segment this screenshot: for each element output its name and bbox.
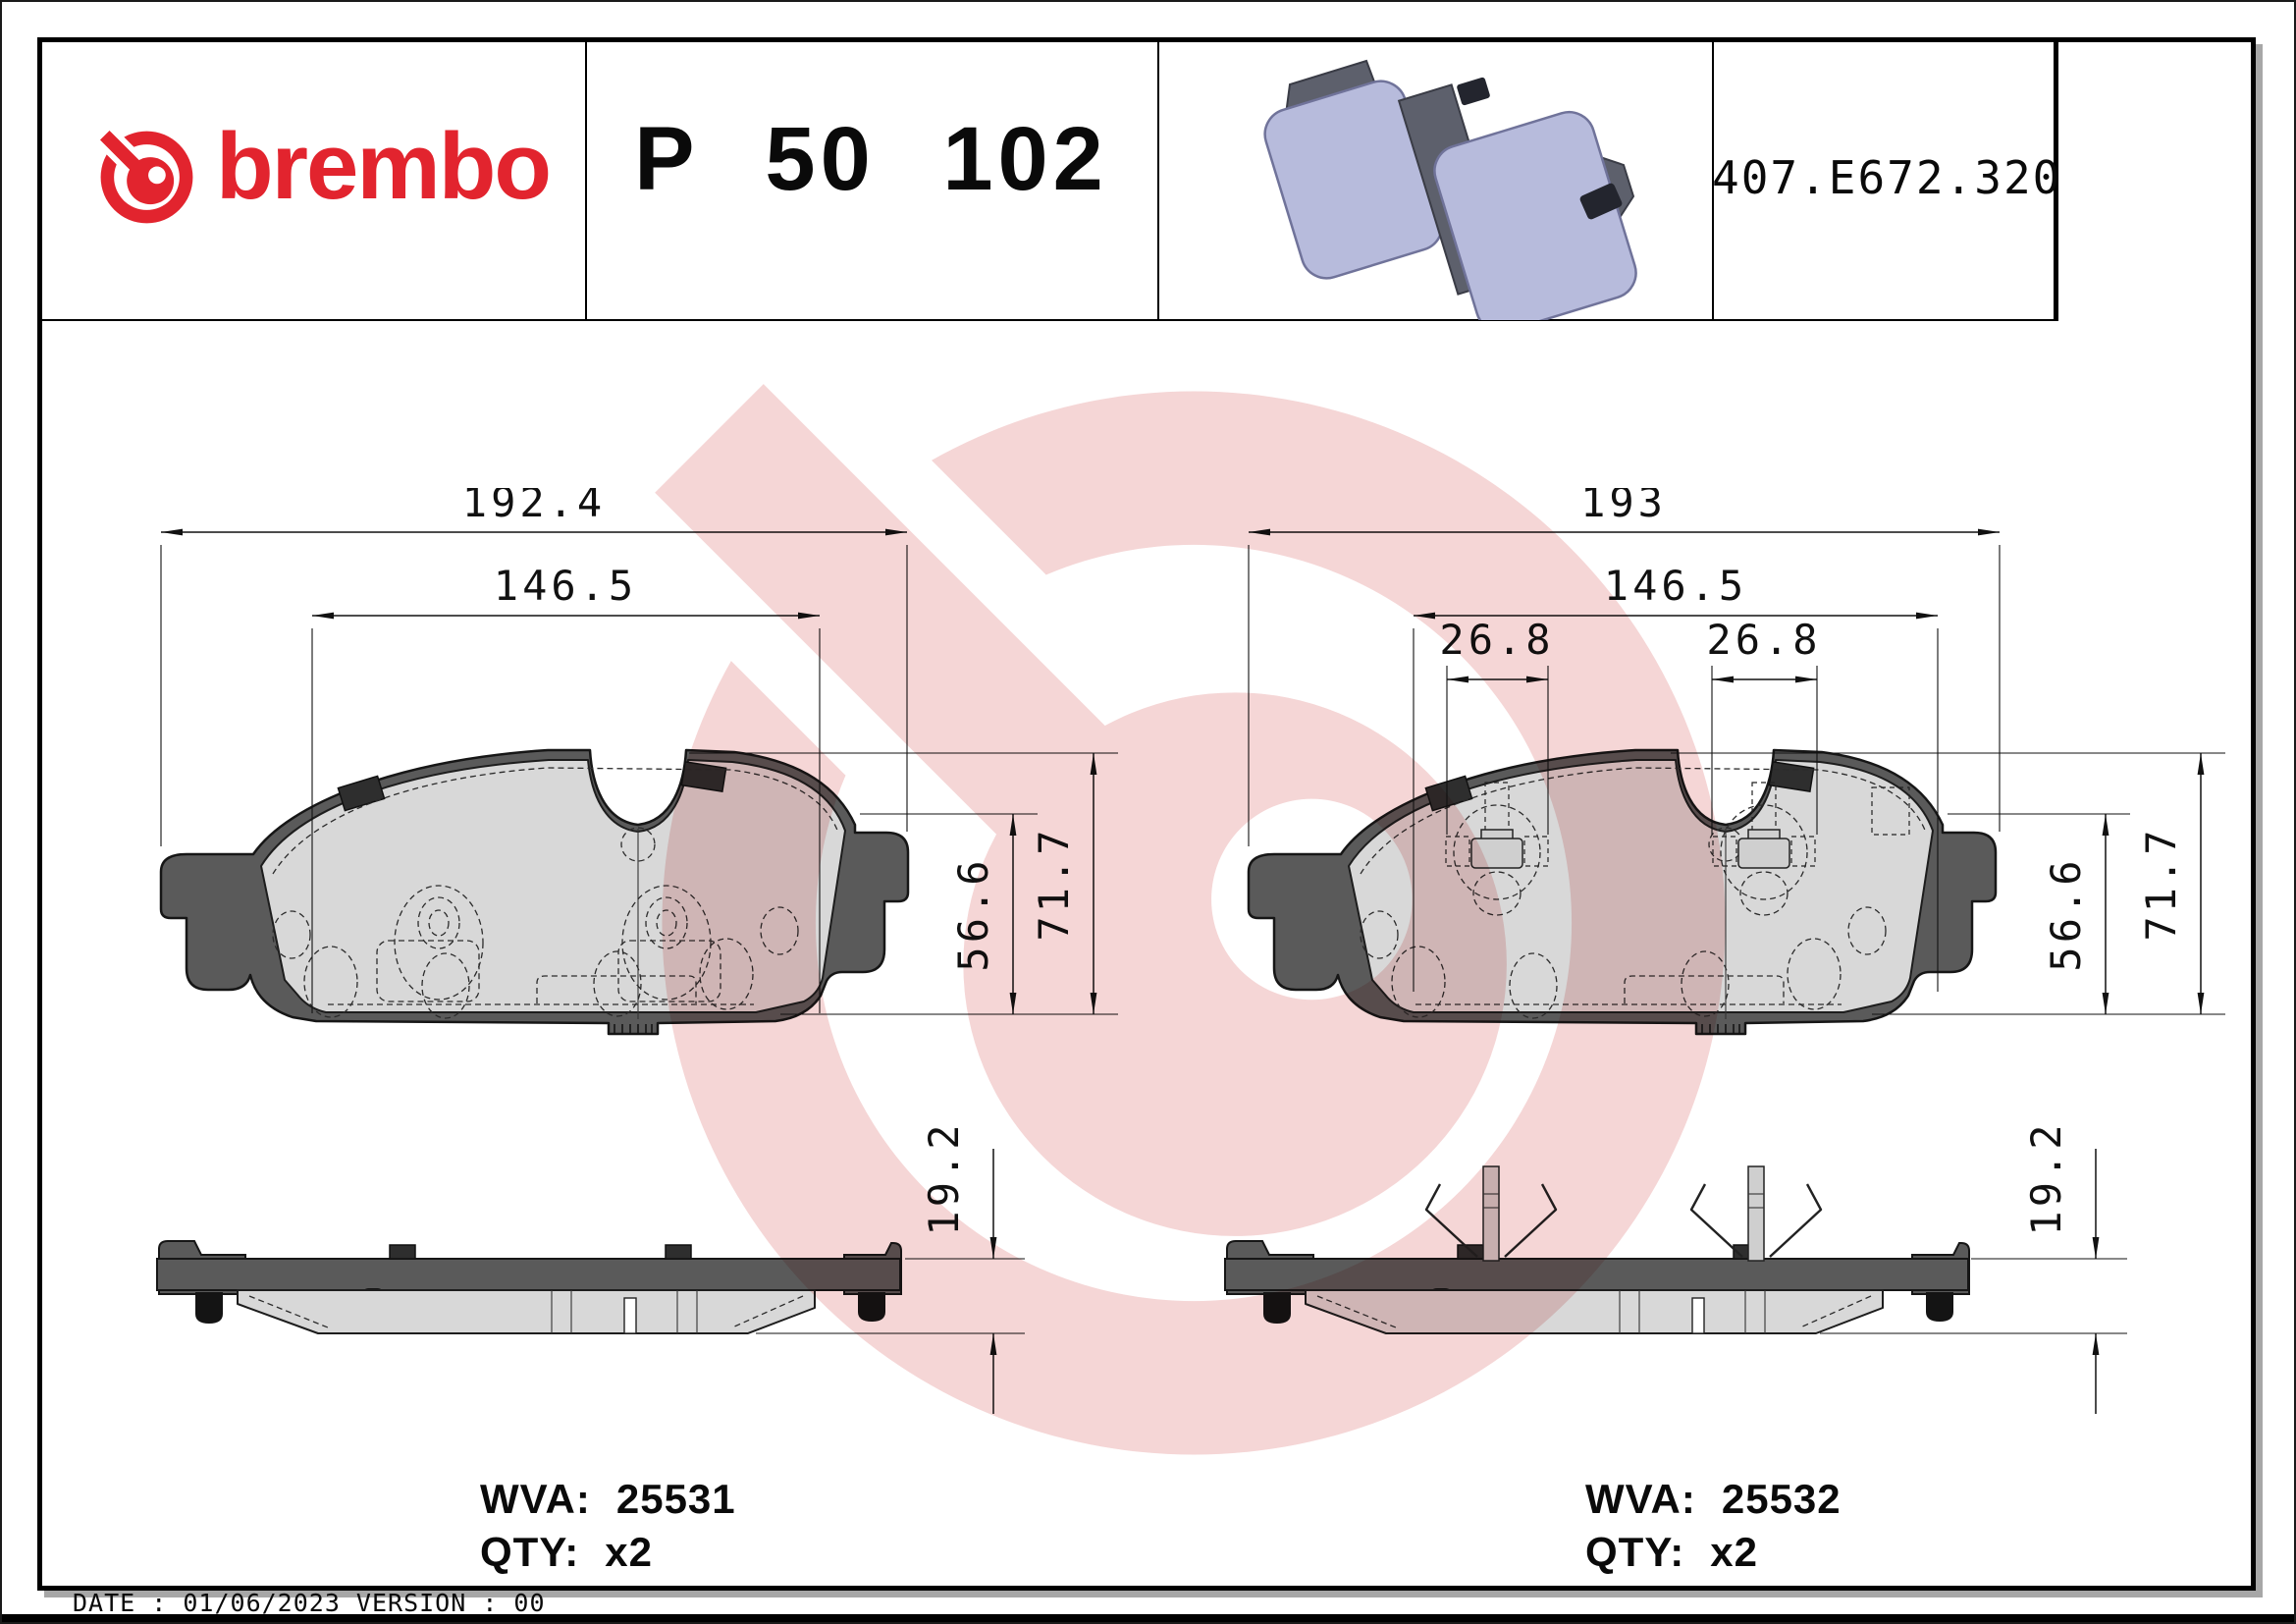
header-divider-3: [1712, 42, 1714, 319]
dim-label: 26.8: [1439, 616, 1554, 664]
dim-label: 56.6: [949, 856, 997, 971]
dim-label: 26.8: [1706, 616, 1821, 664]
dim-label: 71.7: [1030, 826, 1078, 941]
wva-label: WVA:: [480, 1476, 591, 1522]
header-divider-2: [1157, 42, 1159, 319]
qty-value: x2: [1710, 1529, 1758, 1575]
right-pad-reference: WVA: 25532 QTY: x2: [1585, 1473, 1842, 1579]
brake-pad-photo: [1263, 59, 1637, 320]
technical-drawings: 192.4 146.5 71.7 56.6 19.2: [156, 488, 2225, 1414]
dim-label: 19.2: [2022, 1120, 2070, 1235]
content-frame: [37, 37, 2256, 1591]
date-version-line: DATE : 01/06/2023 VERSION : 00: [73, 1589, 546, 1617]
dim-label: 193: [1580, 488, 1667, 526]
wva-value: 25532: [1721, 1476, 1842, 1522]
dim-label: 19.2: [920, 1120, 968, 1235]
qty-value: x2: [605, 1529, 653, 1575]
left-pad-reference: WVA: 25531 QTY: x2: [480, 1473, 736, 1579]
brand-wordmark: brembo: [216, 114, 552, 219]
qty-label: QTY:: [480, 1529, 580, 1575]
wva-label: WVA:: [1585, 1476, 1696, 1522]
header-right-edge: [2054, 42, 2058, 321]
qty-label: QTY:: [1585, 1529, 1685, 1575]
wva-value: 25531: [615, 1476, 736, 1522]
part-number: P 50 102: [634, 109, 1108, 209]
right-pad-wear-sensors-side: [1424, 1165, 1823, 1262]
catalog-code: 407.E672.320: [1712, 151, 2062, 204]
brembo-logo-icon: [92, 123, 193, 224]
dim-label: 192.4: [462, 488, 606, 526]
dim-label: 146.5: [1604, 562, 1747, 610]
header-divider-horizontal: [42, 319, 2056, 321]
page-bottom-rule: [2, 1614, 2294, 1622]
dim-label: 56.6: [2042, 856, 2090, 971]
header-divider-1: [585, 42, 587, 319]
dim-label: 71.7: [2137, 826, 2185, 941]
dim-label: 146.5: [494, 562, 637, 610]
